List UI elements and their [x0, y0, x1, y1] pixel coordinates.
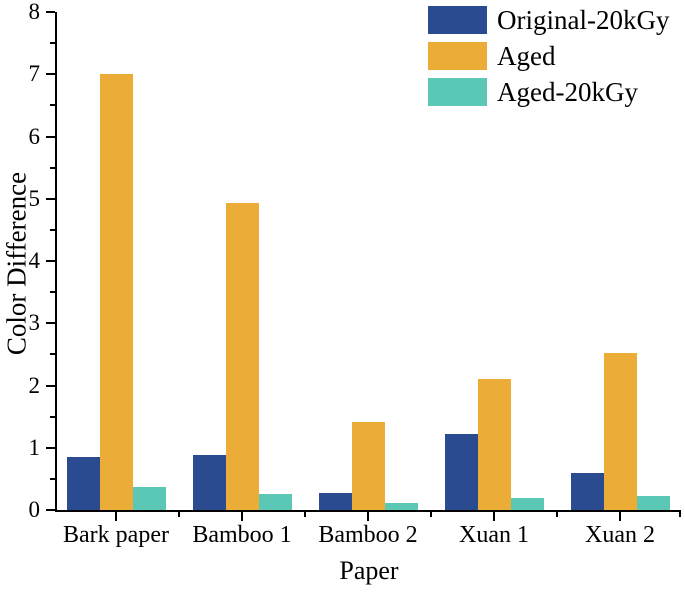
y-tick-label: 4 — [28, 248, 41, 273]
y-tick — [46, 260, 55, 262]
x-tick — [115, 512, 117, 521]
y-minor-tick — [50, 291, 55, 294]
bar-bamboo-2-aged — [351, 421, 385, 510]
y-minor-tick — [50, 228, 55, 231]
legend: Original-20kGy Aged Aged-20kGy — [428, 6, 669, 114]
bar-bamboo-2-original-20kgy — [318, 492, 352, 510]
y-minor-tick — [50, 477, 55, 480]
x-minor-tick — [679, 512, 681, 517]
y-minor-tick — [50, 353, 55, 356]
y-axis-line — [55, 12, 57, 512]
legend-item-aged-20kgy: Aged-20kGy — [428, 78, 669, 106]
bar-xuan-2-aged — [603, 352, 637, 510]
legend-label-original-20kgy: Original-20kGy — [497, 5, 670, 35]
bar-xuan-1-aged-20kgy — [510, 498, 544, 510]
y-minor-tick — [50, 415, 55, 418]
y-tick-label: 0 — [28, 497, 41, 522]
legend-swatch-original-20kgy — [428, 6, 487, 34]
x-minor-tick — [178, 512, 180, 517]
y-tick-label: 5 — [28, 185, 41, 211]
y-tick-label: 8 — [28, 0, 41, 24]
x-minor-tick — [556, 512, 558, 517]
bar-bamboo-1-original-20kgy — [192, 455, 226, 510]
bar-xuan-2-original-20kgy — [570, 472, 604, 510]
y-tick — [46, 322, 55, 325]
y-tick-label: 2 — [28, 372, 41, 398]
bar-bark-paper-aged-20kgy — [132, 486, 166, 510]
legend-item-aged: Aged — [428, 42, 669, 70]
x-tick-label: Bamboo 1 — [192, 522, 292, 548]
legend-label-aged-20kgy: Aged-20kGy — [497, 77, 638, 107]
x-tick — [367, 512, 369, 521]
y-minor-tick — [50, 42, 55, 45]
y-tick-label: 1 — [28, 434, 41, 460]
bar-xuan-1-aged — [477, 379, 511, 510]
y-tick — [46, 509, 55, 511]
bar-bamboo-1-aged-20kgy — [258, 494, 292, 510]
bar-bamboo-1-aged — [225, 203, 259, 510]
y-tick-label: 7 — [28, 61, 41, 87]
bar-bamboo-2-aged-20kgy — [384, 502, 418, 510]
x-axis-line — [55, 510, 681, 512]
y-tick — [46, 135, 55, 138]
x-tick-label: Xuan 1 — [459, 522, 529, 548]
legend-swatch-aged-20kgy — [428, 78, 487, 106]
y-tick — [46, 197, 55, 200]
x-axis-title: Paper — [339, 556, 399, 585]
y-minor-tick — [50, 166, 55, 169]
x-tick-label: Bark paper — [63, 522, 169, 548]
y-tick — [46, 446, 55, 449]
bar-bark-paper-aged — [99, 74, 133, 510]
y-tick-label: 3 — [28, 310, 41, 336]
bar-bark-paper-original-20kgy — [66, 457, 100, 510]
bar-xuan-2-aged-20kgy — [636, 496, 670, 510]
y-tick — [46, 73, 55, 76]
x-tick — [241, 512, 243, 521]
y-tick — [46, 11, 55, 13]
x-minor-tick — [430, 512, 432, 517]
x-tick — [493, 512, 495, 521]
y-tick — [46, 384, 55, 387]
legend-label-aged: Aged — [497, 41, 556, 71]
legend-swatch-aged — [428, 42, 487, 70]
x-tick — [619, 512, 621, 521]
y-minor-tick — [50, 104, 55, 107]
x-tick-label: Xuan 2 — [585, 522, 655, 548]
x-minor-tick — [304, 512, 306, 517]
y-tick-label: 6 — [28, 123, 41, 149]
legend-item-original-20kgy: Original-20kGy — [428, 6, 669, 34]
x-tick-label: Bamboo 2 — [318, 522, 418, 548]
bar-xuan-1-original-20kgy — [444, 434, 478, 510]
